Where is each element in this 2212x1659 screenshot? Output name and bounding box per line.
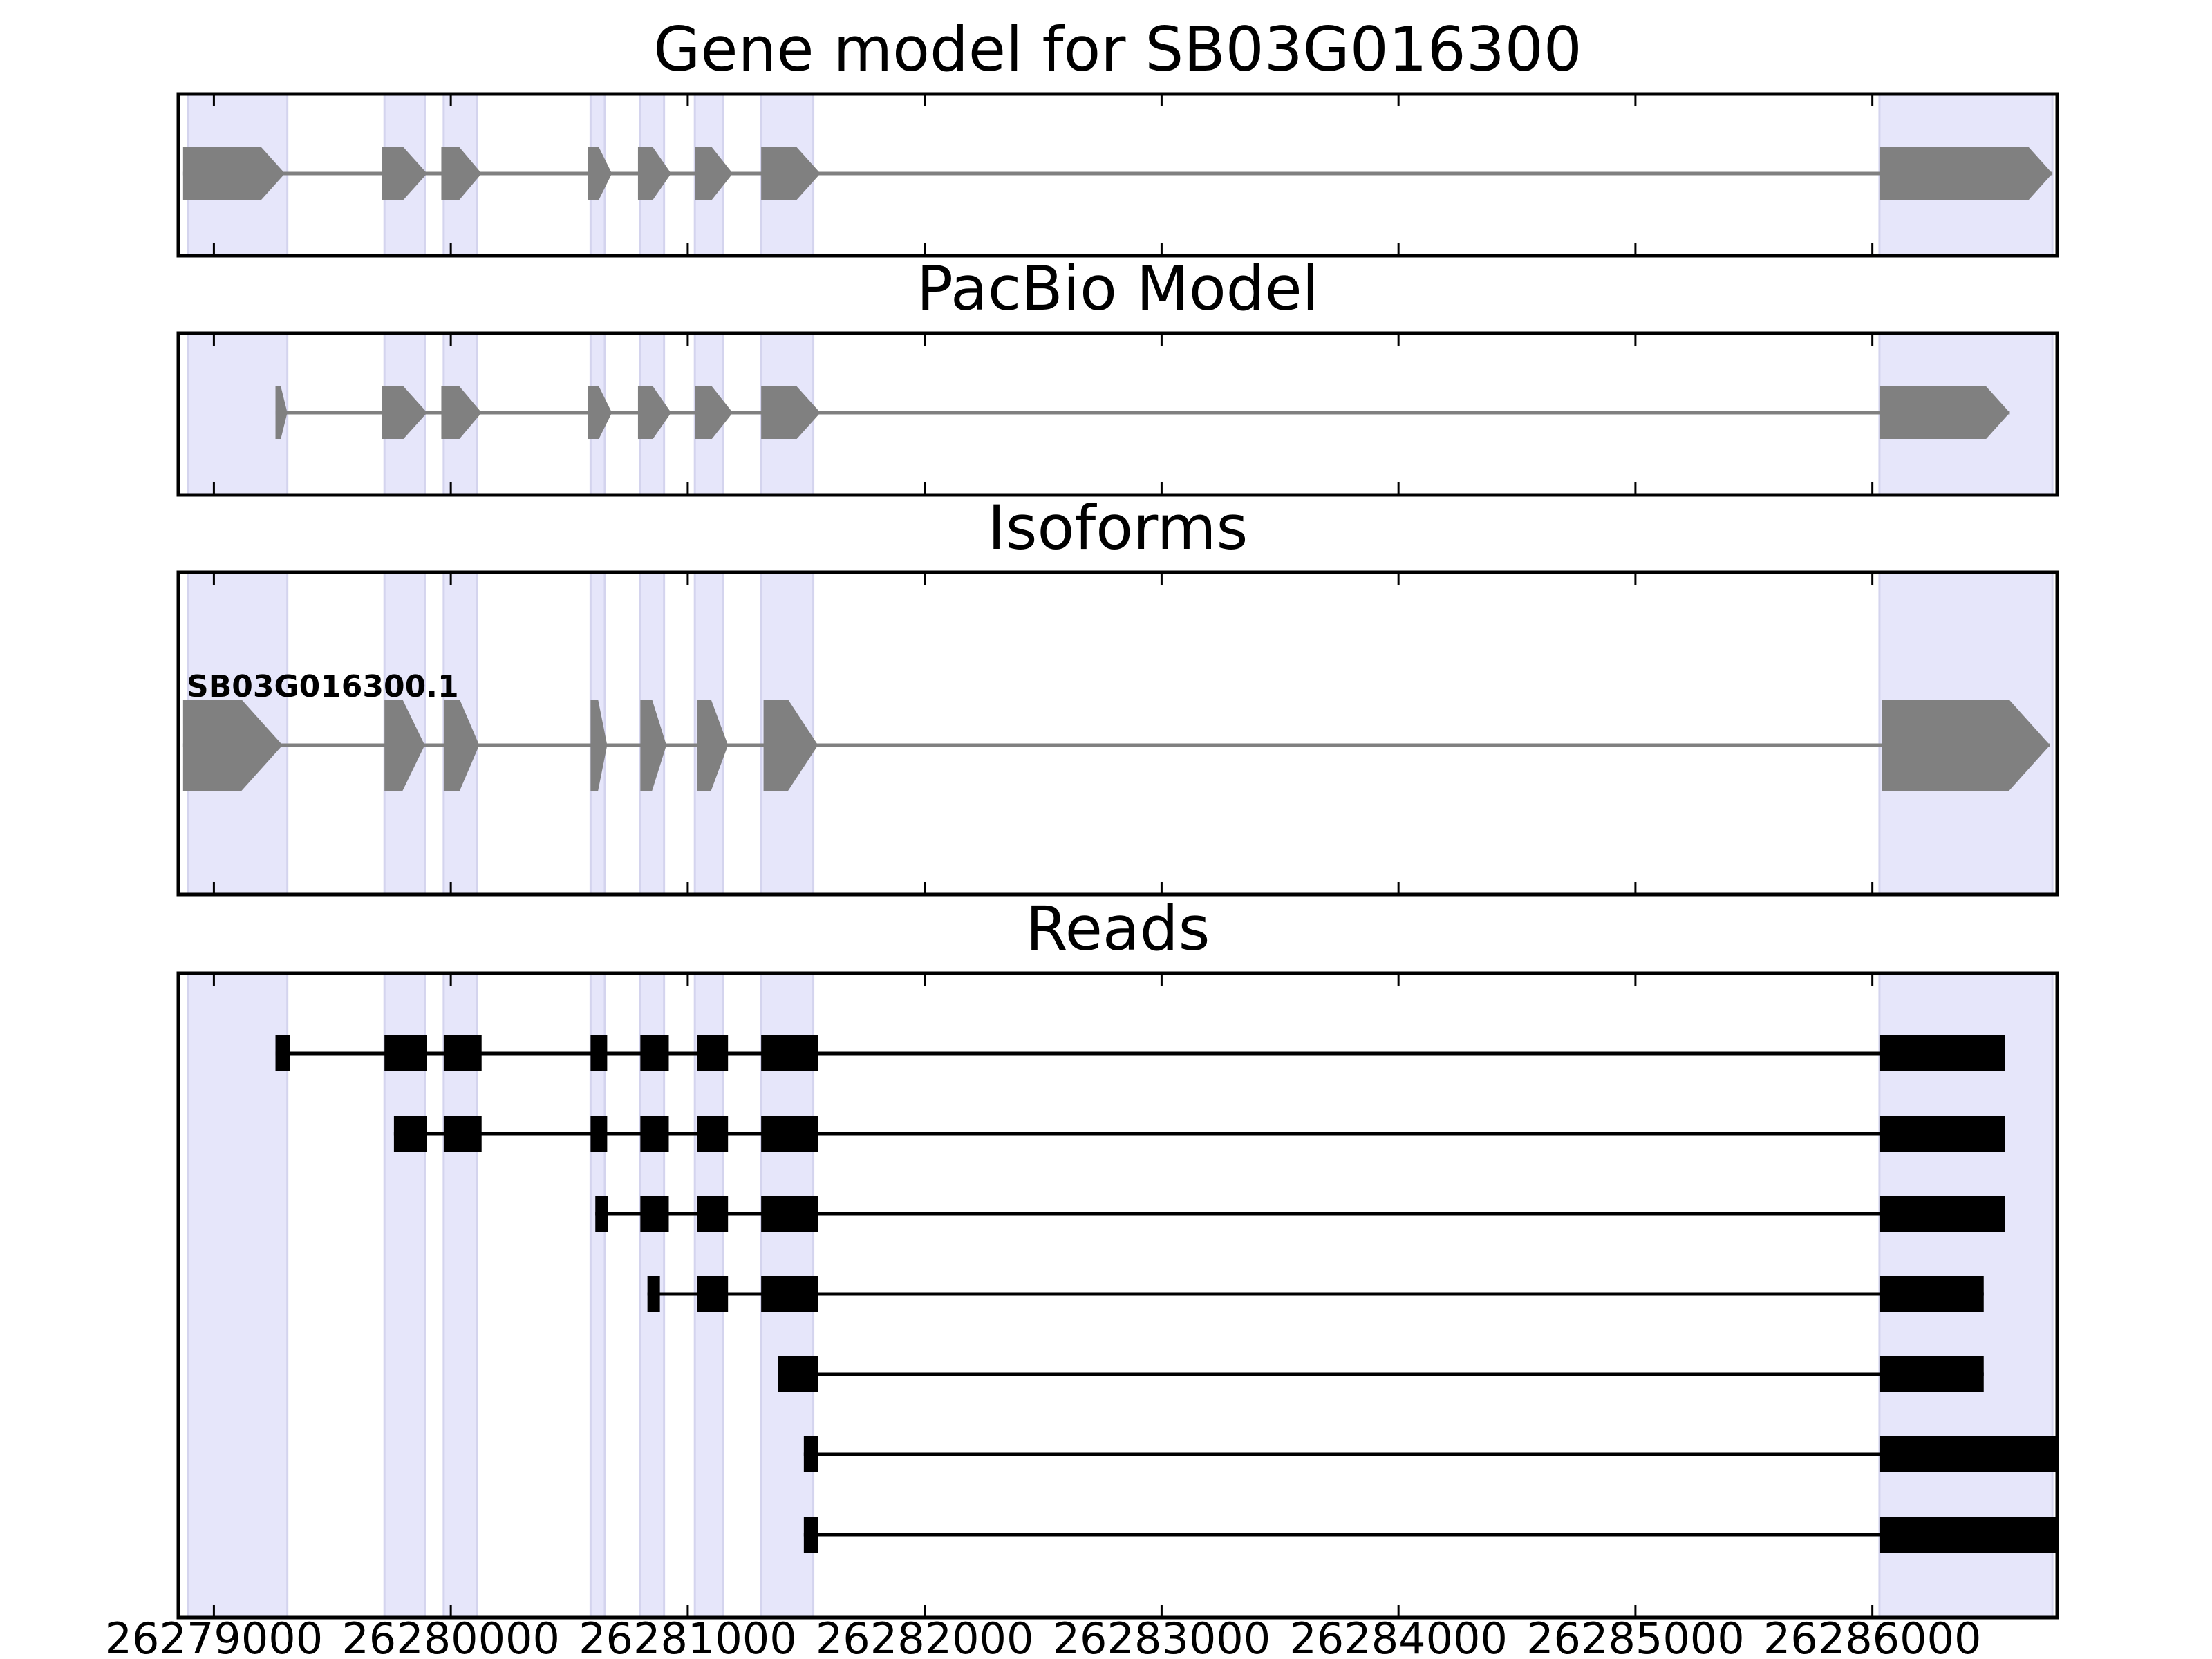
exon-highlight-band [442, 972, 478, 1619]
read-exon [1879, 1517, 2057, 1553]
panel-frame [176, 570, 2059, 897]
model-track [275, 386, 2010, 439]
read-exon [761, 1196, 818, 1232]
x-tick-label: 26281000 [579, 1613, 797, 1659]
panel-title: PacBio Model [917, 253, 1319, 324]
read-track [595, 1196, 2005, 1232]
read-exon [697, 1276, 729, 1312]
read-exon [640, 1035, 669, 1071]
read-exon [697, 1196, 729, 1232]
read-exon [803, 1517, 818, 1553]
read-exon [640, 1116, 669, 1152]
exon-arrow [384, 700, 425, 791]
exon-highlight-band [187, 332, 289, 496]
x-tick-label: 26282000 [816, 1613, 1034, 1659]
exon-arrow [441, 147, 482, 200]
read-exon [761, 1276, 818, 1312]
read-exon [1879, 1116, 2005, 1152]
read-exon [1879, 1436, 2057, 1472]
read-exon [761, 1035, 818, 1071]
read-exon [1879, 1276, 1984, 1312]
exon-arrow [588, 147, 612, 200]
read-exon [595, 1196, 608, 1232]
exon-arrow [382, 147, 427, 200]
read-exon [275, 1035, 290, 1071]
read-exon [640, 1196, 669, 1232]
read-track [275, 1035, 2005, 1071]
read-exon [590, 1116, 608, 1152]
read-track [647, 1276, 1984, 1312]
read-exon [697, 1035, 729, 1071]
read-exon [697, 1116, 729, 1152]
exon-arrow [761, 147, 821, 200]
read-exon [803, 1436, 818, 1472]
x-axis: 26279000 26280000 26281000 26282000 26283000… [105, 1613, 1982, 1659]
exon-arrow [637, 386, 671, 439]
exon-arrow [697, 700, 729, 791]
exon-highlight-band [383, 972, 426, 1619]
exon-arrow [182, 147, 285, 200]
isoform-label: SB03G016300.1 [187, 669, 459, 704]
exon-arrow [441, 386, 482, 439]
read-track [393, 1116, 2005, 1152]
exon-arrow [443, 700, 480, 791]
read-track [778, 1356, 1984, 1392]
panel-title: Isoforms [988, 492, 1248, 563]
exon-arrow [695, 147, 733, 200]
x-tick-label: 26279000 [105, 1613, 324, 1659]
isoform-track: SB03G016300.1 [182, 669, 2050, 791]
exon-highlight-band [187, 972, 289, 1619]
read-track [803, 1517, 2057, 1553]
exon-arrow [637, 147, 671, 200]
panel-isoform: Isoforms SB03G016300.1 [176, 492, 2059, 897]
read-exon [384, 1035, 427, 1071]
read-exon [761, 1116, 818, 1152]
exon-arrow [382, 386, 427, 439]
read-track [803, 1436, 2057, 1472]
read-exon [778, 1356, 818, 1392]
exon-arrow [1882, 700, 2050, 791]
panel-frame [176, 971, 2059, 1620]
panel-model: Gene model for SB03G016300 [176, 14, 2059, 258]
exon-arrow [695, 386, 733, 439]
model-track [182, 147, 2053, 200]
panel-title: Reads [1026, 893, 1210, 964]
panel-frame [176, 331, 2059, 497]
panels-layer: Gene model for SB03G016300 PacBio Model Is… [176, 14, 2059, 1620]
exon-arrow [588, 386, 612, 439]
read-exon [443, 1035, 482, 1071]
exon-arrow [763, 700, 818, 791]
read-exon [647, 1276, 660, 1312]
panel-reads: Reads [176, 893, 2059, 1620]
x-tick-label: 26280000 [341, 1613, 560, 1659]
exon-arrow [640, 700, 667, 791]
exon-arrow [1879, 386, 2010, 439]
panel-frame [176, 92, 2059, 258]
read-exon [1879, 1196, 2005, 1232]
read-exon [590, 1035, 608, 1071]
read-exon [393, 1116, 427, 1152]
read-exon [1879, 1035, 2005, 1071]
x-tick-label: 26284000 [1289, 1613, 1508, 1659]
exon-arrow [761, 386, 821, 439]
x-tick-label: 26286000 [1763, 1613, 1982, 1659]
exon-arrow [1879, 147, 2053, 200]
panel-title: Gene model for SB03G016300 [653, 14, 1582, 85]
panel-model: PacBio Model [176, 253, 2059, 497]
x-tick-label: 26283000 [1053, 1613, 1271, 1659]
x-tick-label: 26285000 [1526, 1613, 1745, 1659]
read-exon [443, 1116, 482, 1152]
read-exon [1879, 1356, 1984, 1392]
exon-arrow [182, 700, 283, 791]
exon-arrow [275, 386, 288, 439]
exon-arrow [590, 700, 608, 791]
